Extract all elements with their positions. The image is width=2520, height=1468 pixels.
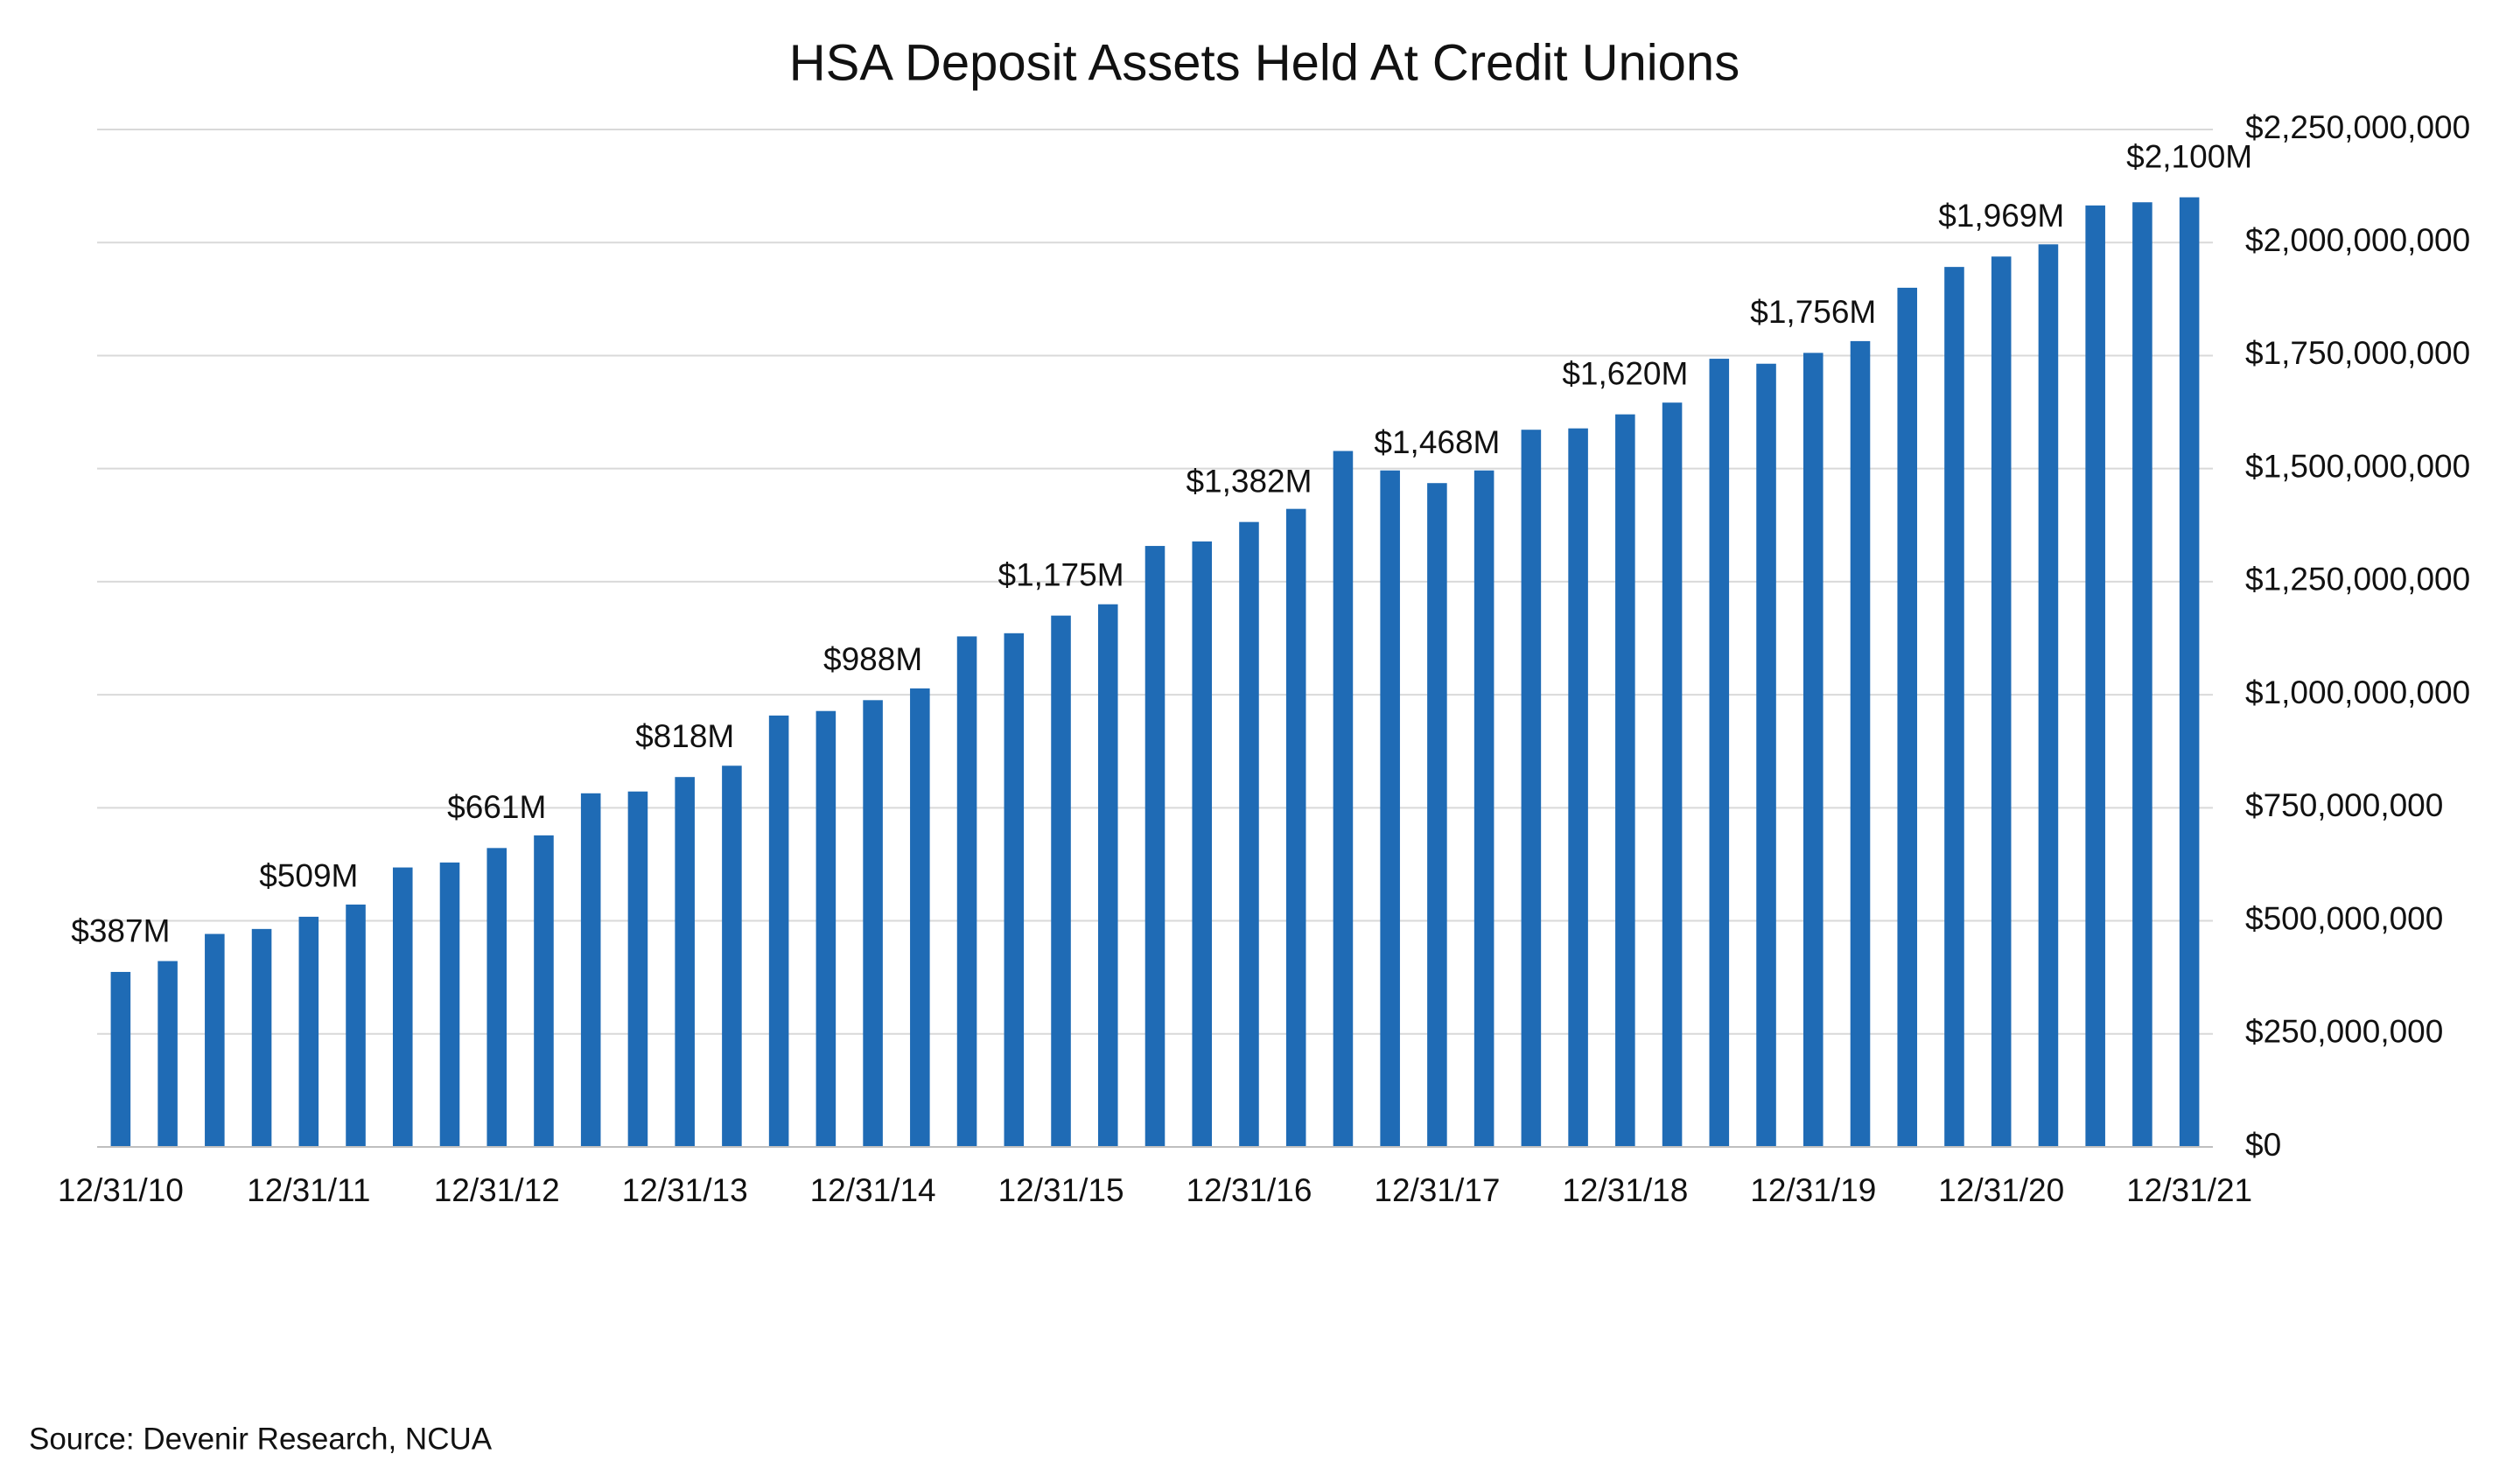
bar (392, 867, 413, 1147)
x-tick-label: 12/31/18 (1562, 1172, 1688, 1208)
data-label: $988M (823, 641, 922, 677)
data-label: $509M (259, 858, 358, 894)
y-tick-label: $2,000,000,000 (2245, 222, 2470, 258)
bar (627, 791, 648, 1147)
data-label: $1,468M (1374, 424, 1500, 460)
bar (1097, 604, 1118, 1147)
bar (1004, 633, 1025, 1147)
bar (1380, 470, 1400, 1147)
data-label: $1,969M (1938, 198, 2064, 234)
bar (1239, 521, 1259, 1147)
bar (910, 688, 930, 1147)
bar (346, 904, 366, 1147)
x-tick-label: 12/31/20 (1938, 1172, 2064, 1208)
bar (1662, 402, 1683, 1147)
bar (675, 777, 695, 1147)
bar (1051, 615, 1071, 1147)
bar (2132, 202, 2152, 1147)
bar (1474, 470, 1494, 1147)
bar (298, 916, 319, 1147)
bar (2038, 244, 2059, 1147)
bar (1615, 414, 1635, 1147)
bar (1802, 353, 1824, 1147)
data-label: $1,382M (1186, 463, 1312, 499)
bar (580, 793, 601, 1147)
data-label: $1,756M (1750, 294, 1876, 330)
x-tick-label: 12/31/19 (1750, 1172, 1876, 1208)
bar (1144, 546, 1166, 1147)
bar (251, 928, 272, 1147)
x-tick-label: 12/31/10 (58, 1172, 184, 1208)
x-tick-label: 12/31/17 (1374, 1172, 1500, 1208)
bar (1333, 451, 1354, 1147)
bar (2179, 197, 2200, 1148)
bar (768, 715, 789, 1147)
y-tick-label: $250,000,000 (2245, 1014, 2443, 1050)
bar (205, 933, 225, 1147)
x-tick-label: 12/31/16 (1186, 1172, 1312, 1208)
data-label: $1,620M (1562, 355, 1688, 391)
data-label: $818M (635, 718, 734, 754)
bar (1192, 541, 1213, 1147)
bar (158, 961, 178, 1147)
bar (534, 835, 554, 1147)
data-label: $387M (71, 913, 170, 949)
bar (110, 971, 131, 1147)
y-tick-label: $1,500,000,000 (2245, 448, 2470, 484)
bar (1850, 340, 1871, 1147)
bar (1568, 428, 1588, 1147)
data-label: $1,175M (998, 556, 1124, 592)
x-tick-label: 12/31/14 (810, 1172, 936, 1208)
bar (439, 862, 460, 1147)
x-tick-label: 12/31/12 (434, 1172, 560, 1208)
y-tick-label: $1,000,000,000 (2245, 675, 2470, 710)
x-tick-label: 12/31/11 (247, 1172, 370, 1208)
y-tick-label: $1,750,000,000 (2245, 335, 2470, 371)
source-note: Source: Devenir Research, NCUA (29, 1422, 493, 1456)
bar (1897, 287, 1918, 1147)
bar (1521, 430, 1542, 1147)
bar (956, 636, 977, 1147)
bar (486, 848, 508, 1147)
bar (1991, 256, 2012, 1147)
bar (816, 710, 836, 1147)
y-tick-label: $1,250,000,000 (2245, 562, 2470, 598)
data-label: $2,100M (2126, 138, 2252, 174)
x-tick-label: 12/31/15 (998, 1172, 1124, 1208)
x-tick-label: 12/31/13 (622, 1172, 748, 1208)
y-tick-label: $0 (2245, 1127, 2281, 1163)
bar (1756, 363, 1776, 1148)
bar (863, 700, 883, 1147)
bar (1427, 483, 1447, 1147)
y-tick-label: $750,000,000 (2245, 787, 2443, 823)
bar (1944, 267, 1964, 1147)
data-label: $661M (447, 789, 546, 825)
y-tick-label: $500,000,000 (2245, 900, 2443, 936)
bar (2085, 205, 2105, 1148)
bar (1285, 508, 1306, 1147)
y-tick-label: $2,250,000,000 (2245, 109, 2470, 145)
bar (1709, 359, 1730, 1148)
bar (722, 765, 742, 1147)
x-tick-label: 12/31/21 (2126, 1172, 2252, 1208)
chart-title: HSA Deposit Assets Held At Credit Unions (789, 34, 1740, 91)
